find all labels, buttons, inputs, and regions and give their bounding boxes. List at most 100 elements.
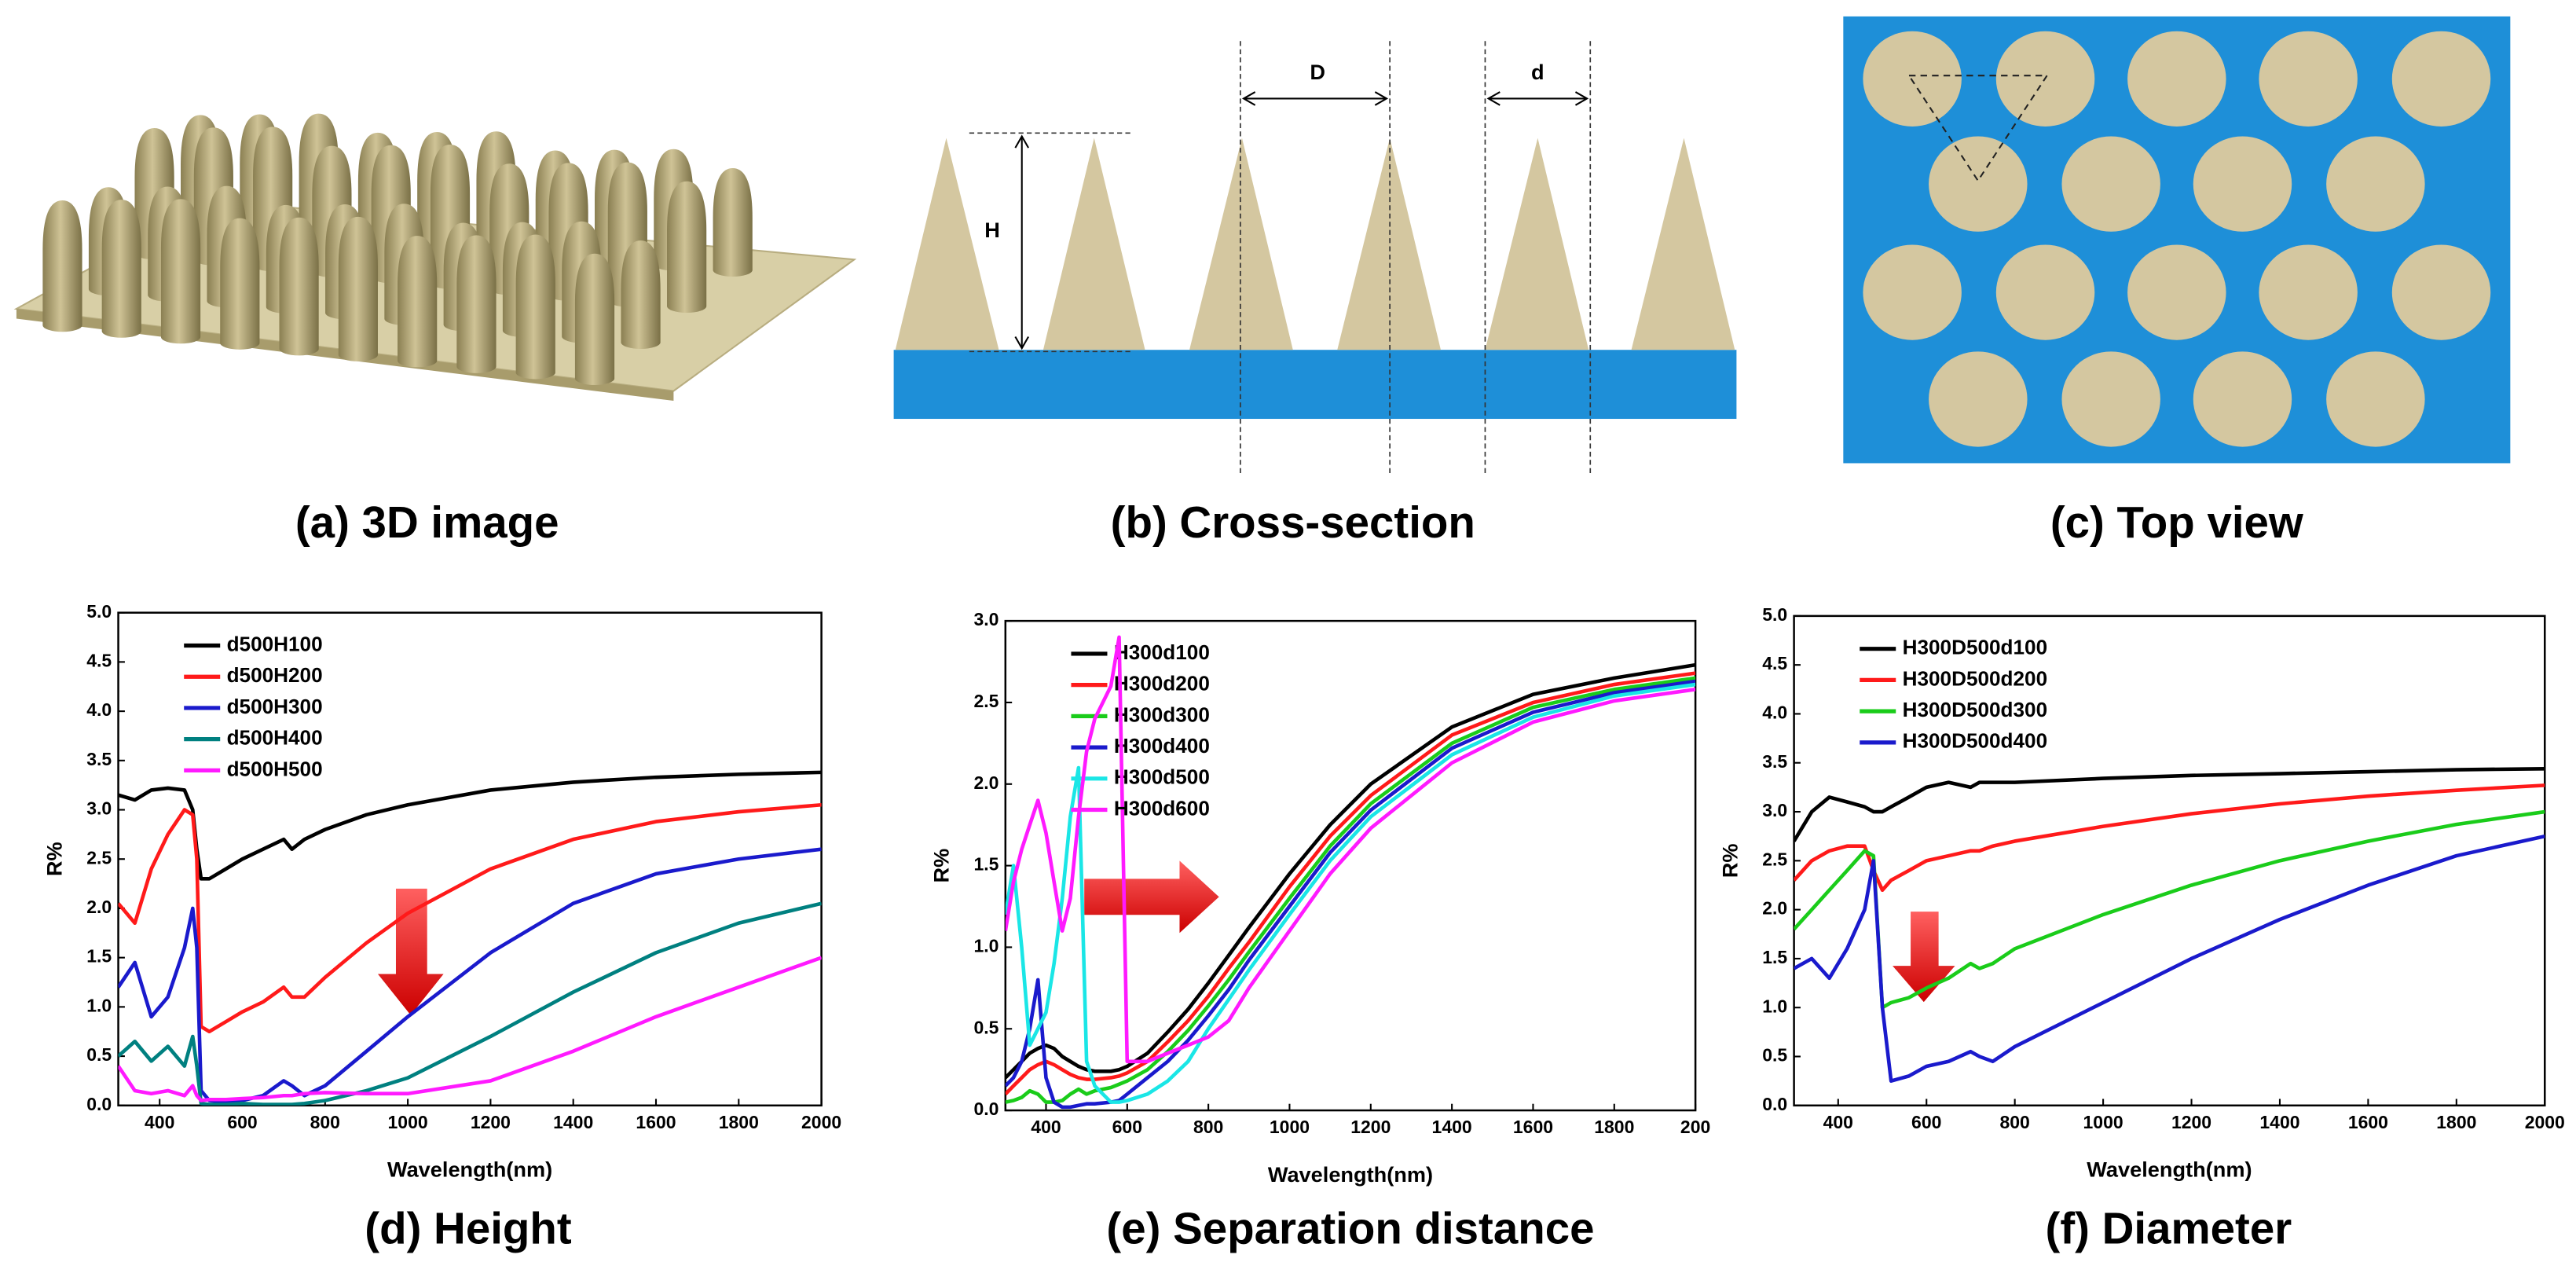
pillar (456, 235, 497, 373)
legend-label: H300d500 (1114, 765, 1210, 789)
series-line (118, 901, 822, 1106)
x-tick-label: 2000 (2525, 1112, 2565, 1132)
chart-title: (d) Height (365, 1204, 572, 1253)
chart-title: (f) Diameter (2046, 1204, 2292, 1253)
y-tick-label: 5.0 (86, 601, 112, 622)
pillar (398, 236, 438, 368)
y-axis-label: R% (929, 849, 954, 883)
y-tick-label: 3.5 (1762, 751, 1787, 772)
series-line (1005, 671, 1696, 1095)
x-tick-label: 1800 (2436, 1112, 2476, 1132)
series-line (1794, 766, 2545, 842)
arrow (1893, 912, 1955, 1003)
x-tick-label: 800 (1193, 1117, 1223, 1137)
guides (969, 41, 1592, 474)
y-tick-label: 3.5 (86, 749, 112, 769)
legend-label: H300D500d400 (1903, 729, 2048, 753)
x-tick-label: 1000 (2083, 1112, 2123, 1132)
legend-label: H300d400 (1114, 734, 1210, 758)
y-tick-label: 1.0 (1762, 996, 1787, 1016)
caption: (c) Top view (2050, 497, 2304, 547)
pillar (279, 217, 319, 356)
diameter-label: d (1531, 60, 1545, 84)
cone (895, 138, 999, 350)
y-tick-label: 2.5 (1762, 849, 1787, 869)
x-tick-label: 1400 (1432, 1117, 1472, 1137)
x-tick-label: 2000 (801, 1112, 841, 1132)
y-tick-label: 1.5 (973, 854, 999, 875)
legend-label: H300D500d200 (1903, 666, 2048, 690)
y-tick-label: 4.5 (1762, 653, 1787, 673)
y-tick-label: 2.0 (1762, 898, 1787, 919)
y-axis-label: R% (1717, 843, 1742, 878)
y-tick-label: 4.5 (86, 650, 112, 670)
legend-label: H300D500d100 (1903, 636, 2048, 659)
height-label: H (984, 218, 1000, 242)
x-tick-label: 200 (1680, 1117, 1710, 1137)
y-axis-label: R% (42, 842, 66, 876)
top-view (1843, 16, 2511, 464)
legend-label: d500H100 (227, 632, 323, 655)
y-tick-label: 1.5 (86, 946, 112, 967)
x-tick-label: 1600 (636, 1112, 676, 1132)
legend-label: H300d200 (1114, 672, 1210, 695)
series-line (1005, 662, 1696, 1080)
legend-label: d500H200 (227, 663, 323, 687)
legend-label: H300d300 (1114, 703, 1210, 726)
y-tick-label: 1.5 (1762, 947, 1787, 967)
pillar (667, 181, 707, 313)
x-tick-label: 1200 (471, 1112, 511, 1132)
triangle (1907, 75, 2049, 182)
series-line (1794, 783, 2545, 893)
series-line (1005, 679, 1696, 1110)
cone (1485, 138, 1589, 350)
y-tick-label: 2.5 (86, 847, 112, 868)
caption: (b) Cross-section (1111, 497, 1475, 547)
series-line (1794, 809, 2545, 1010)
x-tick-label: 400 (1031, 1117, 1061, 1137)
x-tick-label: 1000 (1270, 1117, 1310, 1137)
period-label: D (1310, 60, 1325, 84)
plot-frame (117, 611, 823, 1107)
legend-label: H300d100 (1114, 640, 1210, 664)
pillar (621, 240, 661, 349)
y-tick-label: 3.0 (1762, 800, 1787, 820)
x-tick-label: 1800 (1594, 1117, 1634, 1137)
legend-label: d500H500 (227, 757, 323, 780)
x-tick-label: 800 (1999, 1112, 2029, 1132)
x-tick-label: 800 (310, 1112, 340, 1132)
x-tick-label: 600 (1911, 1112, 1941, 1132)
x-tick-label: 1400 (553, 1112, 593, 1132)
arrow (377, 888, 444, 1015)
legend-label: H300d600 (1114, 796, 1210, 820)
pillar (338, 216, 378, 361)
x-tick-label: 1000 (388, 1112, 428, 1132)
chart-title: (e) Separation distance (1106, 1204, 1594, 1253)
pillar (220, 218, 260, 350)
x-axis-label: Wavelength(nm) (387, 1157, 552, 1182)
y-tick-label: 0.5 (86, 1044, 112, 1065)
y-tick-label: 0.5 (973, 1017, 999, 1037)
x-tick-label: 1200 (1350, 1117, 1391, 1137)
series-line (1005, 676, 1696, 1104)
legend-label: d500H300 (227, 695, 323, 718)
y-tick-label: 3.0 (86, 798, 112, 819)
x-tick-label: 1600 (2348, 1112, 2388, 1132)
x-tick-label: 1800 (719, 1112, 759, 1132)
caption: (a) 3D image (295, 497, 559, 547)
series-line (118, 802, 822, 1034)
substrate (893, 350, 1737, 420)
pillar (515, 234, 555, 380)
x-tick-label: 1600 (1513, 1117, 1553, 1137)
y-tick-label: 0.0 (1762, 1094, 1787, 1114)
y-tick-label: 2.0 (86, 897, 112, 917)
x-tick-label: 600 (227, 1112, 257, 1132)
pillar (574, 253, 615, 385)
cone (1189, 138, 1293, 350)
dimensions (1014, 91, 1589, 350)
series-line (118, 770, 822, 881)
series-line (1794, 834, 2545, 1083)
y-tick-label: 2.5 (973, 691, 999, 711)
